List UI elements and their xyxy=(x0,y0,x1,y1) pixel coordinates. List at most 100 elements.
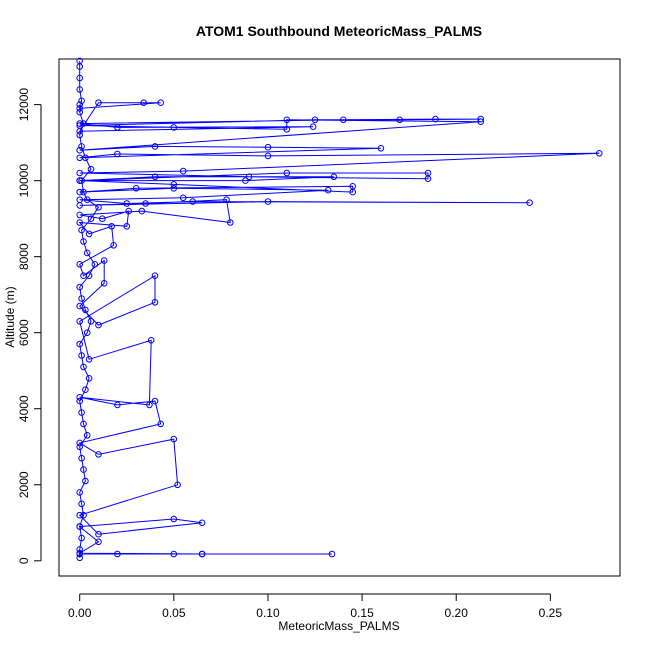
data-point xyxy=(227,219,234,226)
data-point xyxy=(170,185,178,192)
data-point xyxy=(114,150,121,158)
data-point xyxy=(87,165,95,173)
data-point xyxy=(76,523,83,530)
data-point xyxy=(80,272,87,280)
data-point xyxy=(170,124,178,131)
plot-frame xyxy=(58,58,621,577)
data-point xyxy=(138,207,146,215)
x-tick-label: 0.00 xyxy=(68,606,92,620)
data-point xyxy=(76,302,83,310)
data-point xyxy=(76,219,83,226)
data-point xyxy=(123,200,131,207)
data-point xyxy=(80,363,87,371)
data-point xyxy=(114,401,121,409)
data-point xyxy=(80,238,87,245)
data-point xyxy=(170,181,178,188)
data-point xyxy=(108,223,115,230)
data-point xyxy=(78,409,85,416)
data-point xyxy=(76,154,83,162)
data-point xyxy=(526,199,533,206)
data-point xyxy=(477,115,485,123)
data-point xyxy=(78,226,85,234)
data-point xyxy=(76,188,83,196)
data-point xyxy=(349,188,357,196)
data-point xyxy=(424,175,432,182)
data-point xyxy=(78,454,85,462)
x-tick-label: 0.10 xyxy=(256,606,280,620)
x-tick-label: 0.15 xyxy=(350,606,374,620)
data-point xyxy=(179,167,187,175)
data-point xyxy=(264,143,272,151)
y-tick-label: 10000 xyxy=(17,164,31,198)
data-point xyxy=(283,169,291,177)
data-point xyxy=(78,352,85,359)
data-point xyxy=(189,198,196,205)
data-point xyxy=(283,116,291,124)
data-point xyxy=(76,554,83,562)
data-point xyxy=(432,115,439,123)
data-point xyxy=(76,283,83,291)
data-point xyxy=(477,118,485,125)
data-point xyxy=(151,173,159,181)
data-point xyxy=(76,57,83,65)
data-point xyxy=(95,451,102,458)
data-point xyxy=(78,97,85,105)
data-point xyxy=(78,534,85,542)
data-point xyxy=(76,105,83,112)
y-tick-label: 4000 xyxy=(17,395,31,422)
data-point xyxy=(100,280,108,287)
data-point xyxy=(83,329,91,337)
data-point xyxy=(76,131,83,139)
x-axis: 0.00 0.05 0.10 0.15 0.20 0.25 xyxy=(68,593,563,620)
y-axis: 0 2000 4000 6000 8000 10000 12000 xyxy=(17,88,42,564)
data-point xyxy=(324,186,332,194)
data-point xyxy=(85,230,93,238)
x-tick-label: 0.25 xyxy=(539,606,563,620)
x-axis-label: MeteoricMass_PALMS xyxy=(278,619,399,633)
data-point xyxy=(80,466,87,473)
data-point xyxy=(309,123,317,130)
data-point xyxy=(100,257,108,264)
data-point xyxy=(76,511,83,519)
data-point xyxy=(78,143,85,150)
data-point xyxy=(76,86,83,93)
data-point xyxy=(596,150,603,157)
series-line xyxy=(77,102,600,555)
data-point xyxy=(83,249,91,257)
data-point xyxy=(142,200,149,207)
data-point xyxy=(76,397,83,405)
data-point xyxy=(95,99,102,106)
data-point xyxy=(311,116,319,124)
data-point xyxy=(132,185,140,192)
data-point xyxy=(170,435,178,443)
data-point xyxy=(328,550,336,558)
y-tick-label: 6000 xyxy=(17,319,31,346)
data-point xyxy=(76,394,83,401)
x-tick-label: 0.20 xyxy=(445,606,469,620)
data-point xyxy=(76,127,83,135)
data-point xyxy=(157,420,164,428)
data-point xyxy=(223,196,230,203)
data-point xyxy=(114,124,121,131)
data-point xyxy=(140,99,147,106)
data-point xyxy=(151,272,159,280)
data-point xyxy=(82,477,89,485)
data-point xyxy=(114,550,121,558)
data-point xyxy=(377,145,385,152)
data-point xyxy=(146,401,153,409)
data-point xyxy=(340,116,347,124)
data-point xyxy=(76,169,83,177)
data-point xyxy=(170,550,178,558)
data-point xyxy=(76,74,83,82)
data-point xyxy=(198,550,206,558)
data-point xyxy=(198,519,206,527)
data-point xyxy=(174,481,181,489)
data-point xyxy=(76,196,83,203)
data-point xyxy=(87,215,95,222)
data-point xyxy=(85,356,93,363)
data-point xyxy=(170,515,178,523)
data-point xyxy=(151,397,159,405)
data-point xyxy=(245,173,253,181)
data-point xyxy=(95,538,102,546)
data-point xyxy=(82,306,89,314)
